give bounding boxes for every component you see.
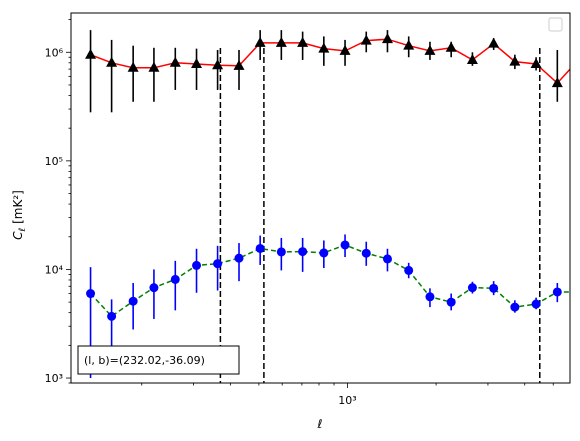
- data-point: [531, 299, 541, 309]
- data-point: [169, 56, 181, 67]
- data-point: [148, 61, 160, 72]
- data-point: [425, 292, 435, 302]
- data-point: [298, 247, 308, 257]
- data-point: [192, 260, 202, 270]
- data-point: [318, 42, 330, 53]
- data-point: [530, 57, 542, 68]
- data-point: [233, 59, 245, 70]
- data-point: [319, 248, 329, 258]
- data-point: [340, 240, 350, 250]
- y-axis-subscript: ℓ: [18, 228, 28, 233]
- data-point: [424, 44, 436, 55]
- x-tick-label: 10³: [338, 394, 356, 407]
- data-point: [573, 54, 580, 64]
- data-point: [488, 37, 500, 48]
- data-point: [552, 287, 562, 297]
- data-point: [509, 55, 521, 66]
- data-point: [149, 283, 159, 293]
- data-point: [445, 41, 457, 52]
- series-layer: [85, 30, 580, 379]
- data-point: [574, 287, 580, 296]
- data-point: [339, 44, 351, 55]
- y-tick-label: 10⁵: [45, 155, 63, 168]
- axis-ticks: [66, 19, 554, 388]
- tick-labels: 10³ 10⁴ 10⁵ 10⁶ 10³: [45, 46, 357, 407]
- series-2: [86, 234, 580, 379]
- data-point: [275, 36, 287, 47]
- data-point: [360, 34, 372, 45]
- data-point: [106, 56, 118, 67]
- annotation-frame: [77, 345, 240, 375]
- x-axis-label: ℓ: [317, 417, 323, 431]
- annotation-box: (l, b)=(232.02,-36.09): [77, 345, 240, 375]
- data-point: [107, 311, 117, 321]
- data-point: [255, 243, 265, 253]
- data-point: [276, 247, 286, 257]
- y-axis-unit: [mK²]: [11, 190, 25, 228]
- data-point: [297, 36, 309, 47]
- data-point: [212, 59, 224, 70]
- data-point: [510, 302, 520, 312]
- series-1: [85, 30, 580, 113]
- data-point: [234, 253, 244, 263]
- data-point: [382, 254, 392, 264]
- y-axis-label: Cℓ [mK²]: [11, 190, 28, 240]
- data-point: [213, 259, 223, 269]
- y-tick-label: 10⁴: [45, 263, 64, 276]
- y-tick-label: 10⁶: [45, 46, 64, 59]
- legend-box: [548, 17, 563, 32]
- data-point: [446, 297, 456, 307]
- data-point: [85, 48, 97, 59]
- data-point: [551, 77, 563, 88]
- data-point: [170, 274, 180, 284]
- data-point: [128, 296, 138, 306]
- data-point: [404, 265, 414, 275]
- data-point: [127, 61, 139, 72]
- data-point: [361, 248, 371, 258]
- y-tick-label: 10³: [45, 372, 63, 385]
- data-point: [191, 57, 203, 68]
- annotation-text: (l, b)=(232.02,-36.09): [84, 354, 205, 367]
- data-point: [381, 33, 393, 44]
- data-point: [86, 289, 96, 299]
- data-point: [489, 283, 499, 293]
- plot-frame: [70, 12, 571, 384]
- y-axis-symbol: C: [11, 231, 25, 240]
- data-point: [254, 36, 266, 47]
- data-point: [403, 39, 415, 50]
- data-point: [467, 283, 477, 293]
- series-line: [89, 244, 570, 318]
- data-point: [466, 53, 478, 64]
- vertical-lines: [219, 48, 541, 383]
